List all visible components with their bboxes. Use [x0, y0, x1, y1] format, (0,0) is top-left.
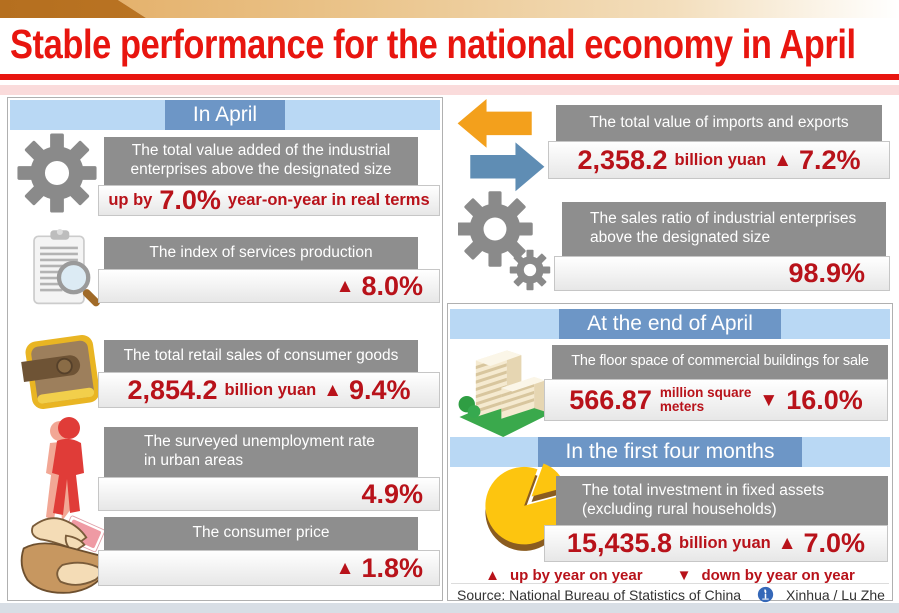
- sales-ratio-label-line1: The sales ratio of industrial enterprise…: [590, 210, 857, 228]
- floor-space-unit-line1: million square: [659, 384, 752, 400]
- up-triangle-icon: ▲: [773, 149, 793, 171]
- services-value: 8.0%: [361, 270, 423, 301]
- pink-accent-band: [0, 85, 899, 95]
- end-of-april-band: At the end of April: [450, 309, 890, 339]
- gears-icon: [458, 191, 558, 293]
- industrial-label-line2: enterprises above the designated size: [130, 161, 392, 178]
- sales-ratio-value-row: 98.9%: [554, 256, 890, 291]
- imports-exports-value-unit: billion yuan: [674, 150, 767, 169]
- floor-space-unit-line2: meters: [659, 399, 705, 414]
- investment-value-number: 15,435.8: [566, 528, 673, 558]
- investment-label-line1: The total investment in fixed assets: [582, 481, 825, 499]
- top-bar-light-stripe: [118, 0, 899, 18]
- consumer-price-value: 1.8%: [361, 552, 423, 583]
- money-hands-icon: [12, 508, 120, 600]
- down-triangle-icon: ▼: [676, 566, 692, 584]
- industrial-value-suffix: year-on-year in real terms: [227, 191, 430, 210]
- up-triangle-icon: ▲: [485, 566, 501, 584]
- in-april-band: In April: [10, 100, 440, 130]
- legend-up-label: up by year on year: [510, 566, 643, 584]
- investment-value-row: 15,435.8 billion yuan ▲ 7.0%: [544, 525, 888, 562]
- title-underline: [0, 74, 899, 80]
- unemployment-label-line1: The surveyed unemployment rate: [144, 433, 375, 451]
- consumer-price-label: The consumer price: [104, 517, 418, 550]
- investment-value-percent: 7.0%: [803, 528, 866, 558]
- imports-exports-value-number: 2,358.2: [577, 144, 668, 175]
- industrial-value-number: 7.0%: [159, 185, 221, 215]
- sales-ratio-label: The sales ratio of industrial enterprise…: [562, 202, 886, 256]
- down-triangle-icon: ▼: [759, 389, 779, 411]
- floor-space-value-row: 566.87 million square meters ▼ 16.0%: [544, 379, 888, 421]
- imports-exports-label: The total value of imports and exports: [556, 105, 882, 141]
- imports-exports-value-row: 2,358.2 billion yuan ▲ 7.2%: [548, 141, 890, 179]
- bottom-decoration-bar: [0, 603, 899, 613]
- xinhua-logo-icon: [757, 586, 774, 603]
- sales-ratio-label-line2: above the designated size: [590, 229, 771, 246]
- up-triangle-icon: ▲: [777, 533, 797, 554]
- industrial-label-line1: The total value added of the industrial: [131, 142, 391, 160]
- legend-down-label: down by year on year: [701, 566, 855, 584]
- floor-space-label: The floor space of commercial buildings …: [552, 345, 888, 379]
- floor-space-value-unit: million square meters: [659, 384, 752, 414]
- clipboard-magnifier-icon: [22, 222, 108, 316]
- imports-exports-value-percent: 7.2%: [799, 144, 861, 175]
- retail-label: The total retail sales of consumer goods: [104, 340, 418, 372]
- retail-value-unit: billion yuan: [224, 380, 317, 399]
- services-value-row: ▲ 8.0%: [98, 269, 440, 303]
- top-bar-dark-stripe: [0, 0, 146, 18]
- end-of-april-heading: At the end of April: [559, 309, 781, 339]
- first-four-months-band: In the first four months: [450, 437, 890, 467]
- unemployment-value-row: 4.9%: [98, 477, 440, 511]
- industrial-label: The total value added of the industrial …: [104, 137, 418, 185]
- top-decoration-bar: [0, 0, 899, 18]
- in-april-heading: In April: [164, 100, 286, 130]
- up-triangle-icon: ▲: [323, 379, 343, 401]
- investment-value-unit: billion yuan: [679, 534, 771, 553]
- consumer-price-value-row: ▲ 1.8%: [98, 550, 440, 586]
- legend: ▲ up by year on year ▼ down by year on y…: [448, 564, 892, 586]
- unemployment-label: The surveyed unemployment rate in urban …: [104, 427, 418, 477]
- first-four-months-heading: In the first four months: [537, 437, 803, 467]
- retail-value-percent: 9.4%: [349, 374, 411, 405]
- source-row: Source: National Bureau of Statistics of…: [451, 583, 889, 603]
- up-triangle-icon: ▲: [335, 275, 355, 297]
- retail-value-number: 2,854.2: [127, 374, 218, 405]
- source-text: Source: National Bureau of Statistics of…: [457, 586, 742, 603]
- floor-space-value-number: 566.87: [569, 384, 652, 415]
- gear-icon: [14, 130, 100, 216]
- industrial-value-prefix: up by: [108, 191, 153, 210]
- buildings-icon: [454, 326, 556, 446]
- credit-text: Xinhua / Lu Zhe: [786, 586, 885, 603]
- industrial-value-row: up by 7.0% year-on-year in real terms: [98, 185, 440, 216]
- sales-ratio-value: 98.9%: [788, 258, 865, 288]
- up-triangle-icon: ▲: [335, 557, 355, 579]
- services-label: The index of services production: [104, 237, 418, 269]
- page-title: Stable performance for the national econ…: [10, 21, 856, 67]
- wallet-icon: [16, 324, 108, 422]
- investment-label-line2: (excluding rural households): [582, 500, 777, 518]
- trade-arrows-icon: [455, 99, 547, 193]
- person-icon: [34, 416, 98, 530]
- in-april-panel: In April The total value added of the in…: [7, 97, 443, 601]
- retail-value-row: 2,854.2 billion yuan ▲ 9.4%: [98, 372, 440, 408]
- unemployment-label-line2: in urban areas: [144, 452, 244, 469]
- end-of-april-panel: At the end of April: [447, 303, 893, 603]
- unemployment-value: 4.9%: [361, 478, 423, 509]
- investment-label: The total investment in fixed assets (ex…: [556, 476, 888, 525]
- floor-space-value-percent: 16.0%: [786, 384, 863, 415]
